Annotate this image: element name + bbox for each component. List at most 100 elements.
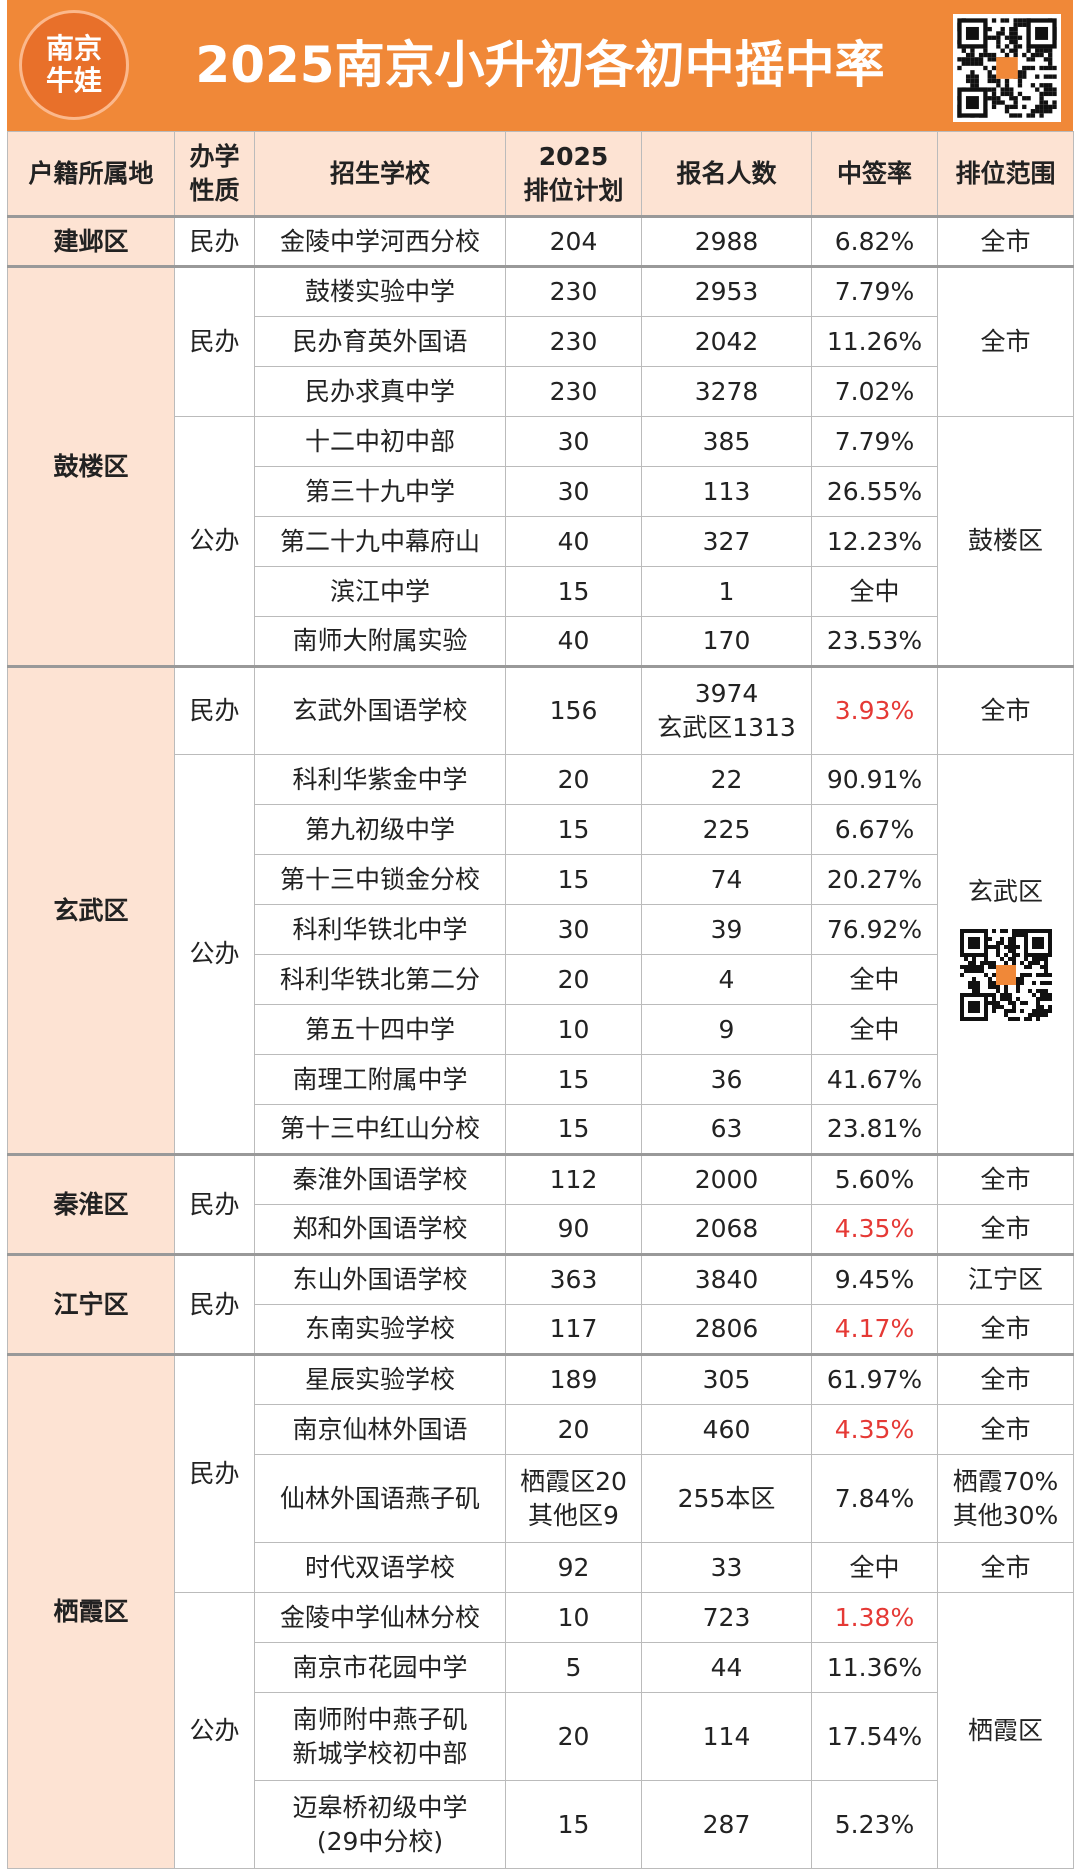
applicants-cell: 74 xyxy=(641,854,812,905)
plan-cell: 363 xyxy=(505,1253,642,1305)
district-cell: 建邺区 xyxy=(7,215,175,267)
applicants-cell: 33 xyxy=(641,1542,812,1593)
table-row: 滨江中学 15 1 全中 xyxy=(8,566,1074,617)
applicants-cell: 2068 xyxy=(641,1204,812,1255)
plan-cell: 40 xyxy=(505,616,642,667)
table-row: 迈皋桥初级中学 (29中分校) 15 287 5.23% xyxy=(8,1780,1074,1869)
school-name-cell: 第十三中锁金分校 xyxy=(254,854,506,905)
applicants-cell: 385 xyxy=(641,416,812,467)
school-name-cell: 南京市花园中学 xyxy=(254,1642,506,1693)
rate-cell: 1.38% xyxy=(811,1592,938,1643)
applicants-cell: 170 xyxy=(641,616,812,667)
applicants-cell: 9 xyxy=(641,1004,812,1055)
range-cell: 全市 xyxy=(937,1204,1074,1255)
school-name-cell: 第九初级中学 xyxy=(254,804,506,855)
rate-cell: 12.23% xyxy=(811,516,938,567)
plan-cell: 40 xyxy=(505,516,642,567)
applicants-cell: 460 xyxy=(641,1404,812,1455)
plan-cell: 156 xyxy=(505,665,642,755)
range-cell: 全市 xyxy=(937,665,1074,755)
rate-cell: 23.53% xyxy=(811,616,938,667)
rate-cell: 17.54% xyxy=(811,1692,938,1781)
plan-cell: 117 xyxy=(505,1304,642,1355)
table-row: 第十三中红山分校 15 63 23.81% xyxy=(8,1104,1074,1155)
table-row: 玄武区 民办 玄武外国语学校 156 3974 玄武区1313 3.93% 全市 xyxy=(7,665,1074,1155)
school-name-cell: 科利华紫金中学 xyxy=(254,754,506,805)
rate-cell: 6.67% xyxy=(811,804,938,855)
table-row: 科利华铁北中学 30 39 76.92% xyxy=(8,904,1074,955)
plan-cell: 15 xyxy=(505,1104,642,1155)
school-name-cell: 南师大附属实验 xyxy=(254,616,506,667)
school-type-cell: 民办 xyxy=(174,665,255,755)
school-name-cell: 秦淮外国语学校 xyxy=(254,1153,506,1205)
logo: 南京 牛娃 xyxy=(19,10,129,120)
table-row: 第三十九中学 30 113 26.55% xyxy=(8,466,1074,517)
column-header: 排位范围 xyxy=(937,131,1074,217)
plan-cell: 15 xyxy=(505,854,642,905)
school-name-cell: 南京仙林外国语 xyxy=(254,1404,506,1455)
plan-cell: 230 xyxy=(505,265,642,317)
plan-cell: 30 xyxy=(505,466,642,517)
district-cell: 江宁区 xyxy=(7,1253,175,1355)
rate-cell: 7.84% xyxy=(811,1454,938,1543)
rate-cell: 20.27% xyxy=(811,854,938,905)
range-cell: 鼓楼区 xyxy=(937,416,1074,667)
table-row: 南京仙林外国语 20 460 4.35% 全市 xyxy=(8,1404,1074,1455)
column-header: 户籍所属地 xyxy=(7,131,175,217)
rate-cell: 26.55% xyxy=(811,466,938,517)
applicants-cell: 113 xyxy=(641,466,812,517)
plan-cell: 204 xyxy=(505,215,642,267)
school-type-cell: 民办 xyxy=(174,265,255,417)
plan-cell: 112 xyxy=(505,1153,642,1205)
table-row: 南师大附属实验 40 170 23.53% xyxy=(8,616,1074,667)
school-type-cell: 民办 xyxy=(174,1253,255,1355)
school-type-cell: 公办 xyxy=(174,754,255,1155)
table-row: 栖霞区 民办 星辰实验学校 189 305 61.97% 全市 xyxy=(7,1353,1074,1869)
school-name-cell: 金陵中学河西分校 xyxy=(254,215,506,267)
table-row: 南理工附属中学 15 36 41.67% xyxy=(8,1054,1074,1105)
school-name-cell: 科利华铁北第二分 xyxy=(254,954,506,1005)
school-name-cell: 玄武外国语学校 xyxy=(254,665,506,755)
applicants-cell: 4 xyxy=(641,954,812,1005)
plan-cell: 15 xyxy=(505,804,642,855)
school-name-cell: 迈皋桥初级中学 (29中分校) xyxy=(254,1780,506,1869)
rate-cell: 90.91% xyxy=(811,754,938,805)
range-text: 栖霞区 xyxy=(967,1715,1043,1745)
school-name-cell: 东山外国语学校 xyxy=(254,1253,506,1305)
school-name-cell: 南理工附属中学 xyxy=(254,1054,506,1105)
rate-cell: 4.35% xyxy=(811,1404,938,1455)
plan-cell: 10 xyxy=(505,1592,642,1643)
district-cell: 秦淮区 xyxy=(7,1153,175,1255)
rate-cell: 7.79% xyxy=(811,416,938,467)
range-cell: 栖霞区 xyxy=(937,1592,1074,1869)
rate-cell: 41.67% xyxy=(811,1054,938,1105)
district-cell: 玄武区 xyxy=(7,665,175,1155)
school-name-cell: 鼓楼实验中学 xyxy=(254,265,506,317)
rate-cell: 全中 xyxy=(811,954,938,1005)
plan-cell: 90 xyxy=(505,1204,642,1255)
header-row: 户籍所属地 办学 性质 招生学校 2025 排位计划 报名人数 中签率 排位范围 xyxy=(7,131,1074,217)
applicants-cell: 36 xyxy=(641,1054,812,1105)
plan-cell: 20 xyxy=(505,1692,642,1781)
rate-cell: 7.02% xyxy=(811,366,938,417)
column-header: 办学 性质 xyxy=(174,131,255,217)
school-name-cell: 星辰实验学校 xyxy=(254,1353,506,1405)
applicants-cell: 3840 xyxy=(641,1253,812,1305)
rate-cell: 11.36% xyxy=(811,1642,938,1693)
school-name-cell: 东南实验学校 xyxy=(254,1304,506,1355)
applicants-cell: 255本区 xyxy=(641,1454,812,1543)
rate-cell: 76.92% xyxy=(811,904,938,955)
school-name-cell: 十二中初中部 xyxy=(254,416,506,467)
rate-cell: 11.26% xyxy=(811,316,938,367)
rate-cell: 61.97% xyxy=(811,1353,938,1405)
applicants-cell: 287 xyxy=(641,1780,812,1869)
plan-cell: 栖霞区20 其他区9 xyxy=(505,1454,642,1543)
qr-code xyxy=(955,924,1056,1025)
school-name-cell: 郑和外国语学校 xyxy=(254,1204,506,1255)
applicants-cell: 1 xyxy=(641,566,812,617)
applicants-cell: 723 xyxy=(641,1592,812,1643)
table-row: 公办 金陵中学仙林分校 10 723 1.38% 栖霞区 xyxy=(8,1592,1074,1869)
rate-cell: 23.81% xyxy=(811,1104,938,1155)
range-text: 玄武区 xyxy=(967,876,1043,906)
range-cell: 全市 xyxy=(937,1353,1074,1405)
